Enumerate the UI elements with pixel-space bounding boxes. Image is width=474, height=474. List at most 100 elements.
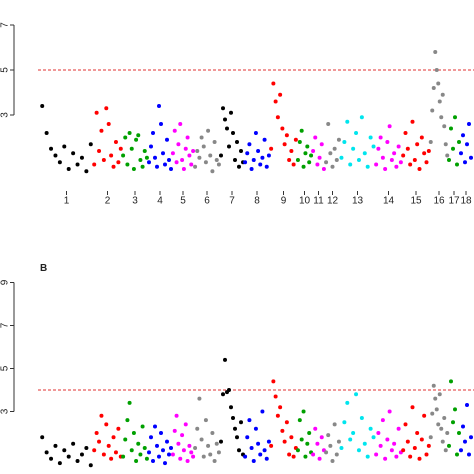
snp-point [140,424,145,429]
snp-point [434,407,439,412]
snp-point [317,456,322,461]
snp-point [101,158,106,162]
snp-point [443,448,448,453]
x-tick-label: 14 [383,196,395,207]
snp-point [356,158,361,162]
snp-point [40,104,45,108]
snp-point [212,140,217,144]
snp-point [392,151,397,156]
y-tick-label: 5 [0,67,11,73]
snp-point [303,454,308,459]
snp-point [307,431,312,435]
snp-point [445,431,450,435]
snp-point [178,456,183,461]
snp-point [412,446,417,451]
snp-point [185,458,190,463]
snp-point [99,128,104,133]
snp-point [295,448,300,453]
snp-point [439,115,444,120]
snp-point [138,158,143,162]
snp-point [311,452,316,457]
snp-point [374,452,379,457]
snp-point [239,149,243,153]
snp-point [467,122,471,126]
snp-point [174,413,179,418]
snp-point [237,448,241,453]
snp-point [94,110,99,115]
snp-point [422,413,427,418]
snp-point [167,158,171,162]
snp-point [419,437,424,442]
x-tick-label: 18 [460,196,472,207]
snp-point [297,418,302,423]
snp-point [385,140,390,144]
snp-point [199,135,204,140]
snp-point [315,441,320,446]
y-tick-label: 5 [0,365,11,371]
snp-point [326,122,331,126]
snp-point [174,160,179,165]
snp-point [88,142,93,147]
snp-point [79,452,84,457]
snp-point [271,81,276,86]
snp-point [197,155,202,160]
snp-point [354,131,359,135]
snp-point [371,435,376,440]
snp-point [334,452,339,457]
snp-point [359,115,364,120]
snp-point [193,446,198,451]
y-tick-label: 7 [0,22,11,28]
snp-point [334,158,339,162]
snp-point [457,431,461,435]
snp-point [237,164,241,169]
snp-point [299,437,304,442]
snp-point [155,443,159,448]
snp-point [428,435,433,440]
snp-point [387,409,392,414]
snp-point [398,160,403,165]
snp-point [319,142,324,147]
snp-point [153,155,157,160]
snp-point [245,435,250,440]
snp-point [324,450,329,455]
snp-point [247,418,252,423]
x-tick-label: 5 [180,196,186,207]
snp-point [443,142,448,147]
snp-point [187,443,192,448]
snp-point [151,458,155,463]
snp-point [75,458,80,463]
snp-point [447,158,451,162]
snp-point [383,167,388,171]
snp-point [206,443,211,448]
snp-point [163,461,167,466]
snp-point [172,128,177,133]
snp-point [249,167,254,171]
snp-point [433,50,438,54]
snp-point [176,441,181,446]
snp-point [191,454,196,459]
snp-point [181,167,186,171]
x-tick-label: 7 [229,196,235,207]
snp-point [57,461,62,466]
snp-point [161,151,165,156]
snp-point [449,126,453,131]
snp-point [453,115,457,120]
snp-point [311,149,316,153]
snp-point [324,160,329,165]
snp-point [436,81,441,86]
snp-point [253,131,258,135]
snp-point [305,441,310,446]
snp-point [440,439,445,444]
snp-point [459,151,463,156]
snp-point [216,450,221,455]
snp-point [201,454,206,459]
snp-point [273,394,278,399]
snp-point [219,439,223,444]
snp-point [348,162,353,167]
snp-point [430,108,435,113]
snp-point [165,137,169,142]
snp-point [422,151,427,156]
snp-point [165,439,169,444]
snp-point [336,439,341,444]
snp-point [351,146,356,151]
